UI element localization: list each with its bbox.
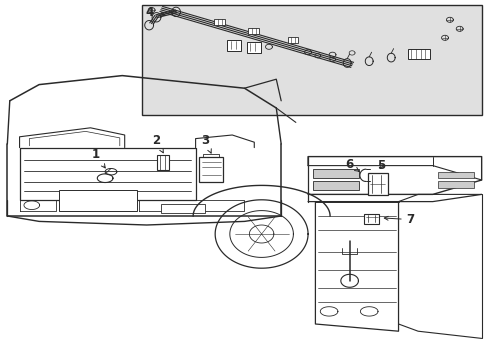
- Bar: [142, 5, 481, 115]
- Bar: [248, 28, 259, 34]
- Text: 4: 4: [145, 6, 153, 19]
- Text: 6: 6: [345, 158, 358, 171]
- Bar: [214, 19, 224, 25]
- Bar: [227, 40, 241, 51]
- Bar: [363, 214, 379, 224]
- Bar: [199, 157, 223, 182]
- Bar: [437, 181, 473, 188]
- Text: 1: 1: [91, 148, 105, 168]
- Text: 5: 5: [377, 159, 385, 172]
- Bar: [246, 42, 260, 53]
- Bar: [287, 37, 298, 43]
- Bar: [437, 172, 473, 178]
- Text: 3: 3: [201, 134, 211, 153]
- Text: 2: 2: [152, 134, 163, 153]
- Bar: [161, 204, 205, 213]
- Bar: [312, 169, 359, 178]
- Bar: [59, 190, 137, 211]
- Bar: [157, 155, 169, 170]
- Text: 7: 7: [384, 213, 414, 226]
- Bar: [407, 49, 429, 59]
- Bar: [312, 181, 359, 190]
- Bar: [367, 173, 387, 195]
